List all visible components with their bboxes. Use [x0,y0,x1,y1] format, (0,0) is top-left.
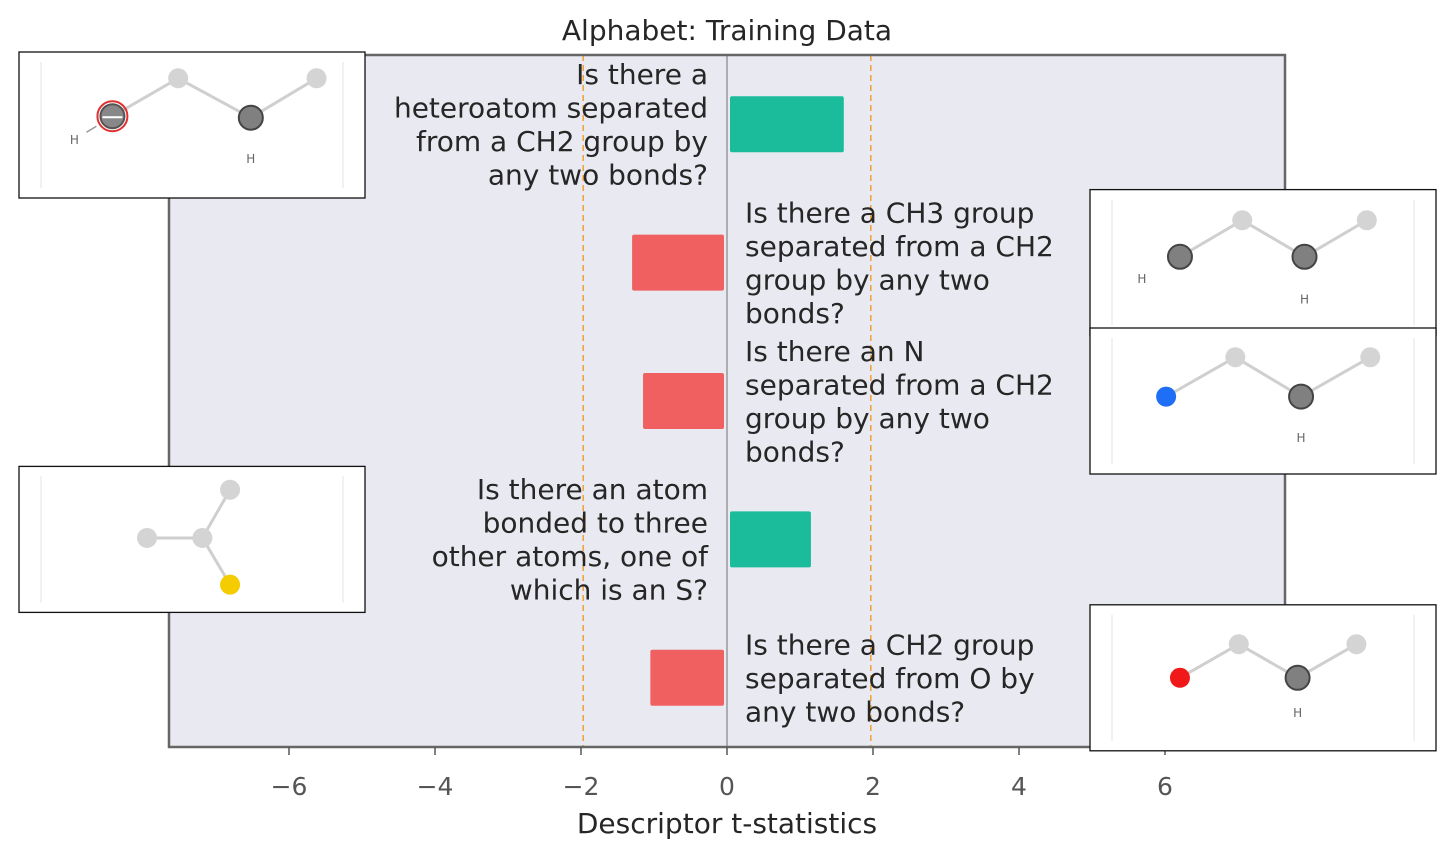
bar-label-line: Is there a CH2 group [745,628,1034,661]
molecule-atom [192,527,213,548]
x-tick-label: 2 [865,772,881,801]
n-ch2-molecule: H [1089,327,1437,475]
molecule-atom [220,574,241,595]
bar-label-line: other atoms, one of [432,540,710,573]
bar-label-line: Is there a [576,58,708,91]
x-tick-label: 0 [719,772,735,801]
bar-label-line: heteroatom separated [394,91,708,124]
molecule-atom [1232,210,1253,231]
molecule-atom [137,527,158,548]
bar-3 [730,511,811,568]
molecule-atom-label: H [246,152,255,166]
molecule-atom [1169,667,1190,688]
molecule-frame [1089,188,1437,337]
molecule-atom [306,68,327,89]
molecule-atom [168,68,189,89]
bar-2 [643,373,724,429]
molecule-atom [220,479,241,500]
molecule-bond [1300,355,1372,398]
molecule-atom-label: H [1293,706,1302,720]
x-tick-label: −2 [563,772,600,801]
bar-label-line: separated from a CH2 [745,230,1054,263]
molecule-atom [99,103,126,130]
bar-label-line: separated from O by [745,662,1035,695]
bar-label-line: bonds? [745,435,845,468]
bars-layer [582,55,872,747]
x-tick-label: −6 [271,772,308,801]
x-tick-label: 6 [1157,772,1173,801]
molecule-atom-label: H [1297,431,1306,445]
molecule-atom [1156,386,1177,407]
highlight-ring [96,100,129,133]
heteroatom-molecule: HH [18,51,366,199]
bar-label-line: group by any two [745,263,990,296]
bar-0 [730,96,844,153]
bar-label-line: separated from a CH2 [745,368,1054,401]
molecule-atom [1356,210,1377,231]
bar-label-line: any two bonds? [488,158,708,191]
molecule-atom [1166,243,1193,270]
x-axis: −6 −4 −2 0 2 4 6 [271,747,1173,801]
molecule-atom-label: H [1300,292,1309,306]
s-branch-molecule [18,465,366,614]
bar-label-line: any two bonds? [745,695,965,728]
bar-label-line: which is an S? [510,574,708,607]
bar-label-line: group by any two [745,402,990,435]
molecule-bond [1179,642,1240,680]
x-tick-label: −4 [417,772,454,801]
molecule-atom-label: H [1137,272,1146,286]
molecule-atom [1291,243,1318,270]
bar-label-line: Is there an N [745,335,924,368]
bar-label-line: bonded to three [483,507,708,540]
bar-4 [650,649,724,706]
ch2-o-molecule: H [1089,604,1437,752]
molecule-frame [1089,604,1437,752]
molecule-bond [1165,355,1237,398]
x-axis-label: Descriptor t-statistics [577,807,877,840]
molecule-atom [1228,634,1249,655]
bar-1 [632,234,724,291]
bar-label-line: from a CH2 group by [416,125,708,158]
molecule-bond [86,125,97,133]
bar-label-line: Is there a CH3 group [745,196,1034,229]
x-tick-label: 4 [1011,772,1027,801]
molecule-atom [1346,634,1367,655]
ch3-ch2-molecule: HH [1089,188,1437,337]
molecule-atom [1284,664,1311,691]
molecule-atom [1288,383,1315,410]
molecule-atom-label: H [70,133,79,147]
bar-label-line: Is there an atom [477,473,708,506]
molecule-atom [1225,347,1246,368]
bar-label-line: bonds? [745,297,845,330]
chart-title: Alphabet: Training Data [562,14,892,47]
molecule-frame [1089,327,1437,475]
molecule-bond [177,76,252,120]
molecule-atom [1360,347,1381,368]
molecule-atom [237,104,264,131]
